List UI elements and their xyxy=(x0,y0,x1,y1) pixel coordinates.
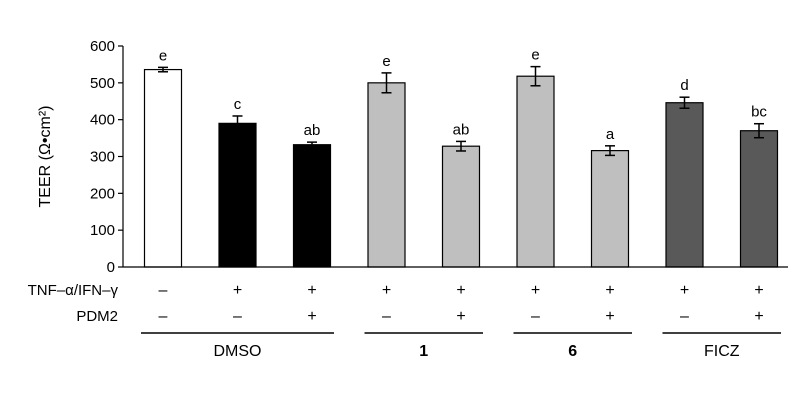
bar xyxy=(367,82,406,268)
tnf-ifn-condition: + xyxy=(382,282,391,299)
tnf-ifn-condition: + xyxy=(456,282,465,299)
significance-letter: e xyxy=(531,47,539,64)
pdm2-condition: – xyxy=(233,308,242,325)
condition-table: TNF–α/IFN–γ PDM2 – – + – + + + – + + + – + + + – + + xyxy=(28,282,764,325)
significance-letter: bc xyxy=(751,104,767,121)
bar xyxy=(218,122,257,268)
pdm2-condition: – xyxy=(680,308,689,325)
tnf-ifn-condition: + xyxy=(605,282,614,299)
y-tick-label: 100 xyxy=(90,222,115,239)
pdm2-condition: + xyxy=(754,308,763,325)
bar xyxy=(143,68,183,268)
pdm2-condition: + xyxy=(605,308,614,325)
significance-letter: a xyxy=(606,126,615,143)
y-tick-label: 600 xyxy=(90,38,115,55)
y-tick-label: 300 xyxy=(90,149,115,166)
bars: e c ab e ab e a d bc xyxy=(143,47,779,268)
pdm2-condition: – xyxy=(531,308,540,325)
tnf-ifn-condition: + xyxy=(233,282,242,299)
group-label: DMSO xyxy=(214,343,262,360)
significance-letter: ab xyxy=(453,121,470,138)
row-label-pdm2: PDM2 xyxy=(76,308,118,325)
y-axis: 0 100 200 300 400 500 600 TEER (Ω•cm²) xyxy=(37,38,124,276)
pdm2-condition: – xyxy=(382,308,391,325)
significance-letter: d xyxy=(680,77,688,94)
group-label: FICZ xyxy=(704,343,740,360)
bar xyxy=(516,75,555,268)
tnf-ifn-condition: + xyxy=(307,282,316,299)
bar xyxy=(665,102,704,268)
y-tick-label: 400 xyxy=(90,112,115,129)
bar xyxy=(292,144,332,268)
group-label: 6 xyxy=(568,343,577,360)
pdm2-condition: + xyxy=(456,308,465,325)
significance-letter: ab xyxy=(304,122,321,139)
tnf-ifn-condition: + xyxy=(680,282,689,299)
significance-letter: e xyxy=(159,47,167,64)
tnf-ifn-condition: – xyxy=(159,282,168,299)
tnf-ifn-condition: + xyxy=(531,282,540,299)
y-axis-title: TEER (Ω•cm²) xyxy=(37,106,54,208)
pdm2-condition: + xyxy=(307,308,316,325)
bar xyxy=(441,145,481,268)
y-tick-label: 200 xyxy=(90,185,115,202)
tnf-ifn-condition: + xyxy=(754,282,763,299)
y-tick-label: 500 xyxy=(90,75,115,92)
row-label-tnf-ifn: TNF–α/IFN–γ xyxy=(28,282,119,299)
bar xyxy=(739,130,779,268)
bar xyxy=(590,150,630,268)
significance-letter: c xyxy=(234,96,242,113)
pdm2-condition: – xyxy=(159,308,168,325)
group-labels: DMSO 1 6 FICZ xyxy=(141,332,781,360)
significance-letter: e xyxy=(382,53,390,70)
y-tick-label: 0 xyxy=(107,259,115,276)
group-label: 1 xyxy=(419,343,428,360)
